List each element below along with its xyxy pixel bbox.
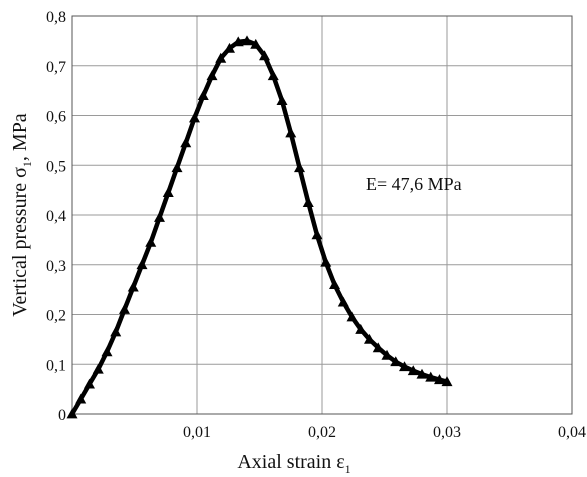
series-markers [66,35,453,419]
plot-frame [71,15,573,415]
data-point-triangle [364,333,375,344]
data-point-triangle [311,229,323,240]
y-axis-title: Vertical pressure σ1, MPa [9,113,34,317]
data-point-triangle [224,42,235,53]
x-axis-title-main: Axial strain ε [237,451,344,473]
y-tick-label: 0,7 [46,59,66,76]
data-point-triangle [154,211,165,222]
data-point-triangle [250,38,262,49]
data-point-triangle [294,162,305,173]
data-point-triangle [110,326,122,337]
data-point-triangle [197,90,209,100]
data-point-triangle [241,35,253,46]
data-point-triangle [355,323,367,334]
y-axis-title-subscript: 1 [20,161,34,167]
data-point-triangle [329,279,340,290]
x-axis-title-subscript: 1 [345,462,351,476]
y-tick-label: 0,6 [46,109,66,126]
data-point-triangle [285,127,297,138]
data-point-triangle [425,371,437,382]
data-point-triangle [302,197,314,207]
data-point-triangle [66,408,78,419]
y-tick-label: 0,5 [46,158,66,175]
y-tick-label: 0,1 [46,357,66,374]
x-axis-title: Axial strain ε1 [237,451,350,476]
data-point-triangle [75,393,87,404]
data-point-triangle [162,187,174,198]
y-tick-label: 0,3 [46,258,66,275]
data-point-triangle [145,236,157,247]
x-tick-label: 0,02 [308,424,336,441]
data-point-triangle [390,356,402,367]
data-point-triangle [407,365,419,376]
y-tick-label: 0,2 [46,308,66,325]
x-tick-label: 0,04 [558,424,586,441]
data-point-triangle [381,349,393,360]
data-point-triangle [127,281,139,292]
data-point-triangle [434,374,445,385]
x-tick-labels: 0,01 0,02 0,03 0,04 [183,424,586,441]
data-point-triangle [171,162,183,173]
data-point-triangle [416,368,428,379]
modulus-annotation: E= 47,6 MPa [366,174,462,194]
y-tick-labels: 0 0,1 0,2 0,3 0,4 0,5 0,6 0,7 0,8 [46,9,66,424]
data-point-triangle [119,304,130,314]
y-tick-label: 0 [58,407,66,424]
data-point-triangle [399,361,410,372]
data-point-triangle [189,112,200,123]
data-point-triangle [84,378,95,389]
data-point-triangle [259,50,270,61]
y-axis-title-main: Vertical pressure σ [9,167,31,317]
data-point-triangle [180,137,192,148]
data-point-triangle [92,363,104,374]
data-point-triangle [267,70,279,81]
data-point-triangle [215,52,227,63]
y-axis-title-unit: , MPa [9,113,31,161]
x-tick-label: 0,03 [433,424,461,441]
data-point-triangle [101,346,113,357]
data-point-triangle [372,342,384,353]
data-point-triangle [441,376,453,387]
y-tick-label: 0,4 [46,208,66,225]
data-point-triangle [136,259,148,270]
data-point-triangle [232,36,244,47]
y-tick-label: 0,8 [46,9,66,26]
data-point-triangle [276,95,288,105]
data-point-triangle [337,296,349,307]
data-point-triangle [206,70,218,81]
x-tick-label: 0,01 [183,424,211,441]
data-point-triangle [320,256,332,267]
data-point-triangle [346,311,358,322]
